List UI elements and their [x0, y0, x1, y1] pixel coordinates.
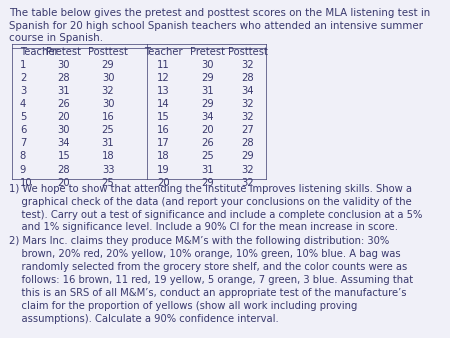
Text: 28: 28 — [242, 73, 254, 83]
Text: 1: 1 — [20, 60, 26, 70]
Text: assumptions). Calculate a 90% confidence interval.: assumptions). Calculate a 90% confidence… — [9, 314, 279, 323]
Text: 17: 17 — [157, 138, 170, 148]
Text: 2: 2 — [20, 73, 26, 83]
Text: 12: 12 — [157, 73, 170, 83]
Text: 27: 27 — [241, 125, 254, 135]
Text: 4: 4 — [20, 99, 26, 109]
Text: Posttest: Posttest — [88, 47, 128, 56]
Text: 29: 29 — [201, 99, 214, 109]
Text: brown, 20% red, 20% yellow, 10% orange, 10% green, 10% blue. A bag was: brown, 20% red, 20% yellow, 10% orange, … — [9, 249, 400, 259]
Text: 29: 29 — [241, 151, 254, 162]
Text: 30: 30 — [58, 125, 70, 135]
Text: 29: 29 — [201, 73, 214, 83]
Text: 10: 10 — [20, 178, 32, 188]
Text: 7: 7 — [20, 138, 26, 148]
Text: 16: 16 — [102, 112, 114, 122]
Text: 8: 8 — [20, 151, 26, 162]
Text: 30: 30 — [102, 73, 114, 83]
Text: 32: 32 — [242, 178, 254, 188]
Text: Spanish for 20 high school Spanish teachers who attended an intensive summer: Spanish for 20 high school Spanish teach… — [9, 21, 423, 31]
Text: 16: 16 — [157, 125, 170, 135]
Text: 15: 15 — [157, 112, 170, 122]
Text: 18: 18 — [157, 151, 170, 162]
Text: Pretest: Pretest — [46, 47, 81, 56]
Text: randomly selected from the grocery store shelf, and the color counts were as: randomly selected from the grocery store… — [9, 262, 407, 272]
Text: 30: 30 — [58, 60, 70, 70]
Text: 32: 32 — [242, 99, 254, 109]
Text: Teacher: Teacher — [20, 47, 58, 56]
Text: 28: 28 — [242, 138, 254, 148]
Text: 34: 34 — [201, 112, 214, 122]
Text: test). Carry out a test of significance and include a complete conclusion at a 5: test). Carry out a test of significance … — [9, 210, 422, 220]
Text: 34: 34 — [242, 86, 254, 96]
Text: 15: 15 — [58, 151, 70, 162]
Text: graphical check of the data (and report your conclusions on the validity of the: graphical check of the data (and report … — [9, 197, 411, 207]
Text: 32: 32 — [242, 112, 254, 122]
Text: 25: 25 — [102, 125, 114, 135]
Text: 31: 31 — [201, 165, 214, 175]
Text: 19: 19 — [157, 165, 170, 175]
Text: 28: 28 — [58, 73, 70, 83]
Text: 31: 31 — [201, 86, 214, 96]
Text: 34: 34 — [58, 138, 70, 148]
Text: 11: 11 — [157, 60, 170, 70]
Text: course in Spanish.: course in Spanish. — [9, 33, 103, 43]
Text: 28: 28 — [58, 165, 70, 175]
Text: 5: 5 — [20, 112, 26, 122]
Text: Posttest: Posttest — [228, 47, 268, 56]
Text: 32: 32 — [242, 60, 254, 70]
Text: 3: 3 — [20, 86, 26, 96]
Text: claim for the proportion of yellows (show all work including proving: claim for the proportion of yellows (sho… — [9, 301, 357, 311]
Text: 20: 20 — [58, 178, 70, 188]
Text: Teacher: Teacher — [144, 47, 183, 56]
Text: 31: 31 — [58, 86, 70, 96]
Text: 26: 26 — [201, 138, 214, 148]
Text: 29: 29 — [201, 178, 214, 188]
Text: this is an SRS of all M&M’s, conduct an appropriate test of the manufacture’s: this is an SRS of all M&M’s, conduct an … — [9, 288, 406, 298]
Text: 20: 20 — [157, 178, 170, 188]
Text: 33: 33 — [102, 165, 114, 175]
Text: 30: 30 — [201, 60, 214, 70]
Text: 25: 25 — [201, 151, 214, 162]
Text: follows: 16 brown, 11 red, 19 yellow, 5 orange, 7 green, 3 blue. Assuming that: follows: 16 brown, 11 red, 19 yellow, 5 … — [9, 275, 413, 285]
Text: 1) We hope to show that attending the institute improves listening skills. Show : 1) We hope to show that attending the in… — [9, 184, 412, 194]
Text: 18: 18 — [102, 151, 114, 162]
Text: 26: 26 — [58, 99, 70, 109]
Text: and 1% significance level. Include a 90% CI for the mean increase in score.: and 1% significance level. Include a 90%… — [9, 222, 398, 233]
Text: 25: 25 — [102, 178, 114, 188]
Text: 20: 20 — [58, 112, 70, 122]
Text: Pretest: Pretest — [190, 47, 225, 56]
Text: 30: 30 — [102, 99, 114, 109]
Text: 32: 32 — [102, 86, 114, 96]
Text: 31: 31 — [102, 138, 114, 148]
Text: 2) Mars Inc. claims they produce M&M’s with the following distribution: 30%: 2) Mars Inc. claims they produce M&M’s w… — [9, 236, 389, 246]
Text: 13: 13 — [157, 86, 170, 96]
Text: 14: 14 — [157, 99, 170, 109]
Text: 9: 9 — [20, 165, 26, 175]
Text: 29: 29 — [102, 60, 114, 70]
Text: 20: 20 — [201, 125, 214, 135]
Text: 32: 32 — [242, 165, 254, 175]
Text: The table below gives the pretest and posttest scores on the MLA listening test : The table below gives the pretest and po… — [9, 8, 430, 18]
Text: 6: 6 — [20, 125, 26, 135]
